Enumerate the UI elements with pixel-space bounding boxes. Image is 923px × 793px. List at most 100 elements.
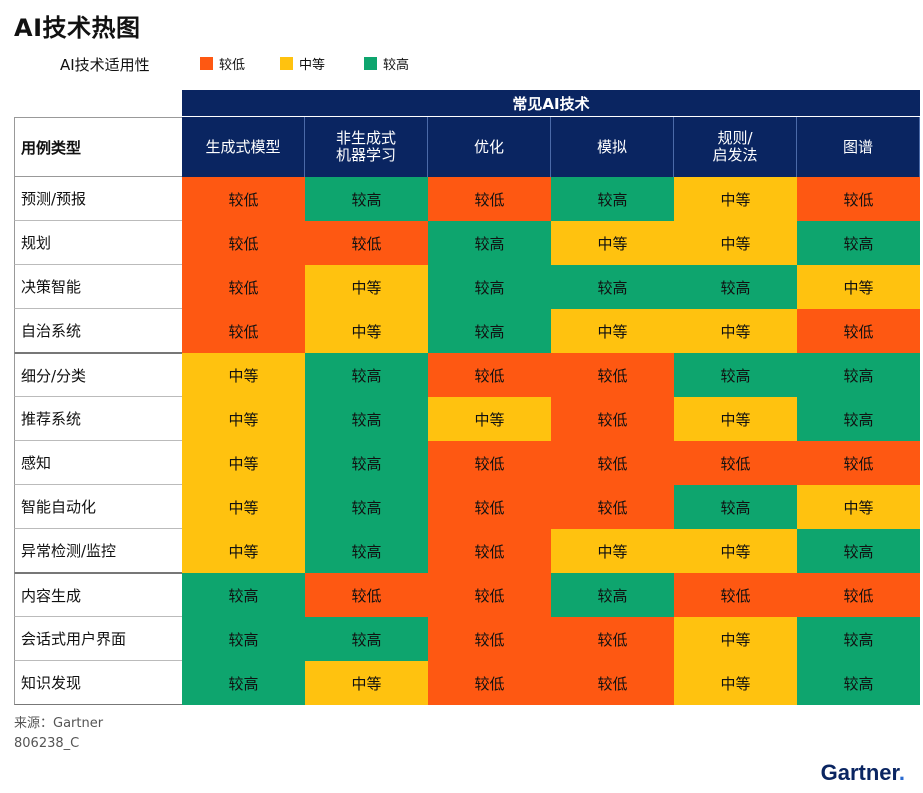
column-header: 生成式模型: [182, 117, 305, 177]
heatmap-cell: 较高: [305, 617, 428, 661]
brand-name: Gartner: [820, 760, 899, 785]
row-label: 会话式用户界面: [14, 617, 182, 661]
heatmap-cell: 较高: [428, 265, 551, 309]
heatmap-cell: 较低: [674, 441, 797, 485]
column-header: 模拟: [551, 117, 674, 177]
heatmap-cell: 较高: [182, 617, 305, 661]
row-label: 规划: [14, 221, 182, 265]
heatmap-cell: 中等: [551, 529, 674, 573]
row-label: 异常检测/监控: [14, 529, 182, 573]
brand-logo: Gartner.: [820, 760, 905, 785]
heatmap-cell: 较低: [305, 573, 428, 617]
heatmap-cell: 较高: [182, 661, 305, 705]
heatmap-cell: 较高: [305, 177, 428, 221]
page-title: AI技术热图: [14, 14, 141, 42]
row-label: 自治系统: [14, 309, 182, 353]
heatmap-cell: 较低: [182, 309, 305, 353]
row-label: 预测/预报: [14, 177, 182, 221]
legend-swatch-high: [364, 57, 377, 70]
heatmap-cell: 较高: [674, 353, 797, 397]
legend-item-high: 较高: [364, 54, 409, 73]
heatmap-cell: 较低: [797, 573, 920, 617]
heatmap-cell: 较低: [428, 177, 551, 221]
heatmap-cell: 中等: [674, 397, 797, 441]
legend-item-low: 较低: [200, 54, 245, 73]
heatmap-cell: 中等: [182, 441, 305, 485]
heatmap-cell: 较高: [305, 353, 428, 397]
figure-code: 806238_C: [14, 736, 80, 751]
row-label: 感知: [14, 441, 182, 485]
heatmap-cell: 较高: [305, 397, 428, 441]
source-note: 来源：Gartner: [14, 716, 104, 731]
legend-item-medium: 中等: [280, 54, 325, 73]
heatmap-cell: 较高: [305, 529, 428, 573]
heatmap-cell: 较低: [428, 617, 551, 661]
heatmap-cell: 中等: [797, 265, 920, 309]
heatmap-cell: 中等: [674, 221, 797, 265]
heatmap-cell: 较高: [674, 265, 797, 309]
heatmap-cell: 较高: [305, 485, 428, 529]
column-group-header: 常见AI技术: [182, 90, 920, 116]
heatmap-cell: 较高: [182, 573, 305, 617]
heatmap-cell: 中等: [674, 309, 797, 353]
heatmap-cell: 较低: [551, 661, 674, 705]
heatmap-cell: 较高: [551, 573, 674, 617]
heatmap-cell: 较低: [428, 573, 551, 617]
heatmap-cell: 较高: [797, 661, 920, 705]
heatmap-cell: 较低: [674, 573, 797, 617]
heatmap-cell: 较高: [797, 397, 920, 441]
heatmap-cell: 较高: [551, 177, 674, 221]
heatmap-cell: 较低: [182, 177, 305, 221]
heatmap-cell: 中等: [305, 309, 428, 353]
heatmap-cell: 中等: [182, 397, 305, 441]
heatmap-cell: 较高: [797, 221, 920, 265]
column-header: 非生成式 机器学习: [305, 117, 428, 177]
legend-swatch-medium: [280, 57, 293, 70]
heatmap-cell: 较高: [797, 353, 920, 397]
heatmap-cell: 较低: [428, 485, 551, 529]
heatmap-cell: 较低: [428, 529, 551, 573]
heatmap-cell: 中等: [674, 617, 797, 661]
heatmap-cell: 较低: [428, 441, 551, 485]
heatmap-cell: 中等: [182, 529, 305, 573]
legend-label-medium: 中等: [299, 58, 326, 73]
heatmap-cell: 中等: [674, 177, 797, 221]
heatmap-cell: 较高: [797, 529, 920, 573]
heatmap-cell: 较高: [797, 617, 920, 661]
heatmap-cell: 较高: [305, 441, 428, 485]
heatmap-cell: 较低: [797, 177, 920, 221]
heatmap-cell: 中等: [428, 397, 551, 441]
heatmap-cell: 较高: [428, 221, 551, 265]
heatmap-cell: 较低: [551, 441, 674, 485]
heatmap-cell: 较低: [428, 353, 551, 397]
heatmap-cell: 较低: [551, 397, 674, 441]
heatmap-cell: 中等: [797, 485, 920, 529]
heatmap-cell: 较低: [551, 485, 674, 529]
heatmap-cell: 中等: [674, 529, 797, 573]
heatmap-cell: 较低: [551, 617, 674, 661]
legend-title: AI技术适用性: [60, 56, 150, 74]
heatmap-cell: 中等: [305, 661, 428, 705]
heatmap-cell: 较低: [305, 221, 428, 265]
row-label: 智能自动化: [14, 485, 182, 529]
column-header: 规则/ 启发法: [674, 117, 797, 177]
heatmap-cell: 中等: [182, 485, 305, 529]
legend-label-low: 较低: [219, 58, 246, 73]
heatmap-cell: 较低: [182, 221, 305, 265]
heatmap-cell: 较低: [182, 265, 305, 309]
column-header: 优化: [428, 117, 551, 177]
column-header: 图谱: [797, 117, 920, 177]
row-label: 细分/分类: [14, 353, 182, 397]
heatmap-cell: 较高: [428, 309, 551, 353]
row-label: 推荐系统: [14, 397, 182, 441]
heatmap-cell: 中等: [182, 353, 305, 397]
row-header-title: 用例类型: [14, 117, 182, 177]
heatmap-cell: 较低: [551, 353, 674, 397]
row-label: 决策智能: [14, 265, 182, 309]
heatmap-cell: 较高: [674, 485, 797, 529]
heatmap-cell: 中等: [674, 661, 797, 705]
legend-label-high: 较高: [383, 58, 410, 73]
heatmap-cell: 较低: [428, 661, 551, 705]
row-label: 知识发现: [14, 661, 182, 705]
heatmap-cell: 中等: [305, 265, 428, 309]
